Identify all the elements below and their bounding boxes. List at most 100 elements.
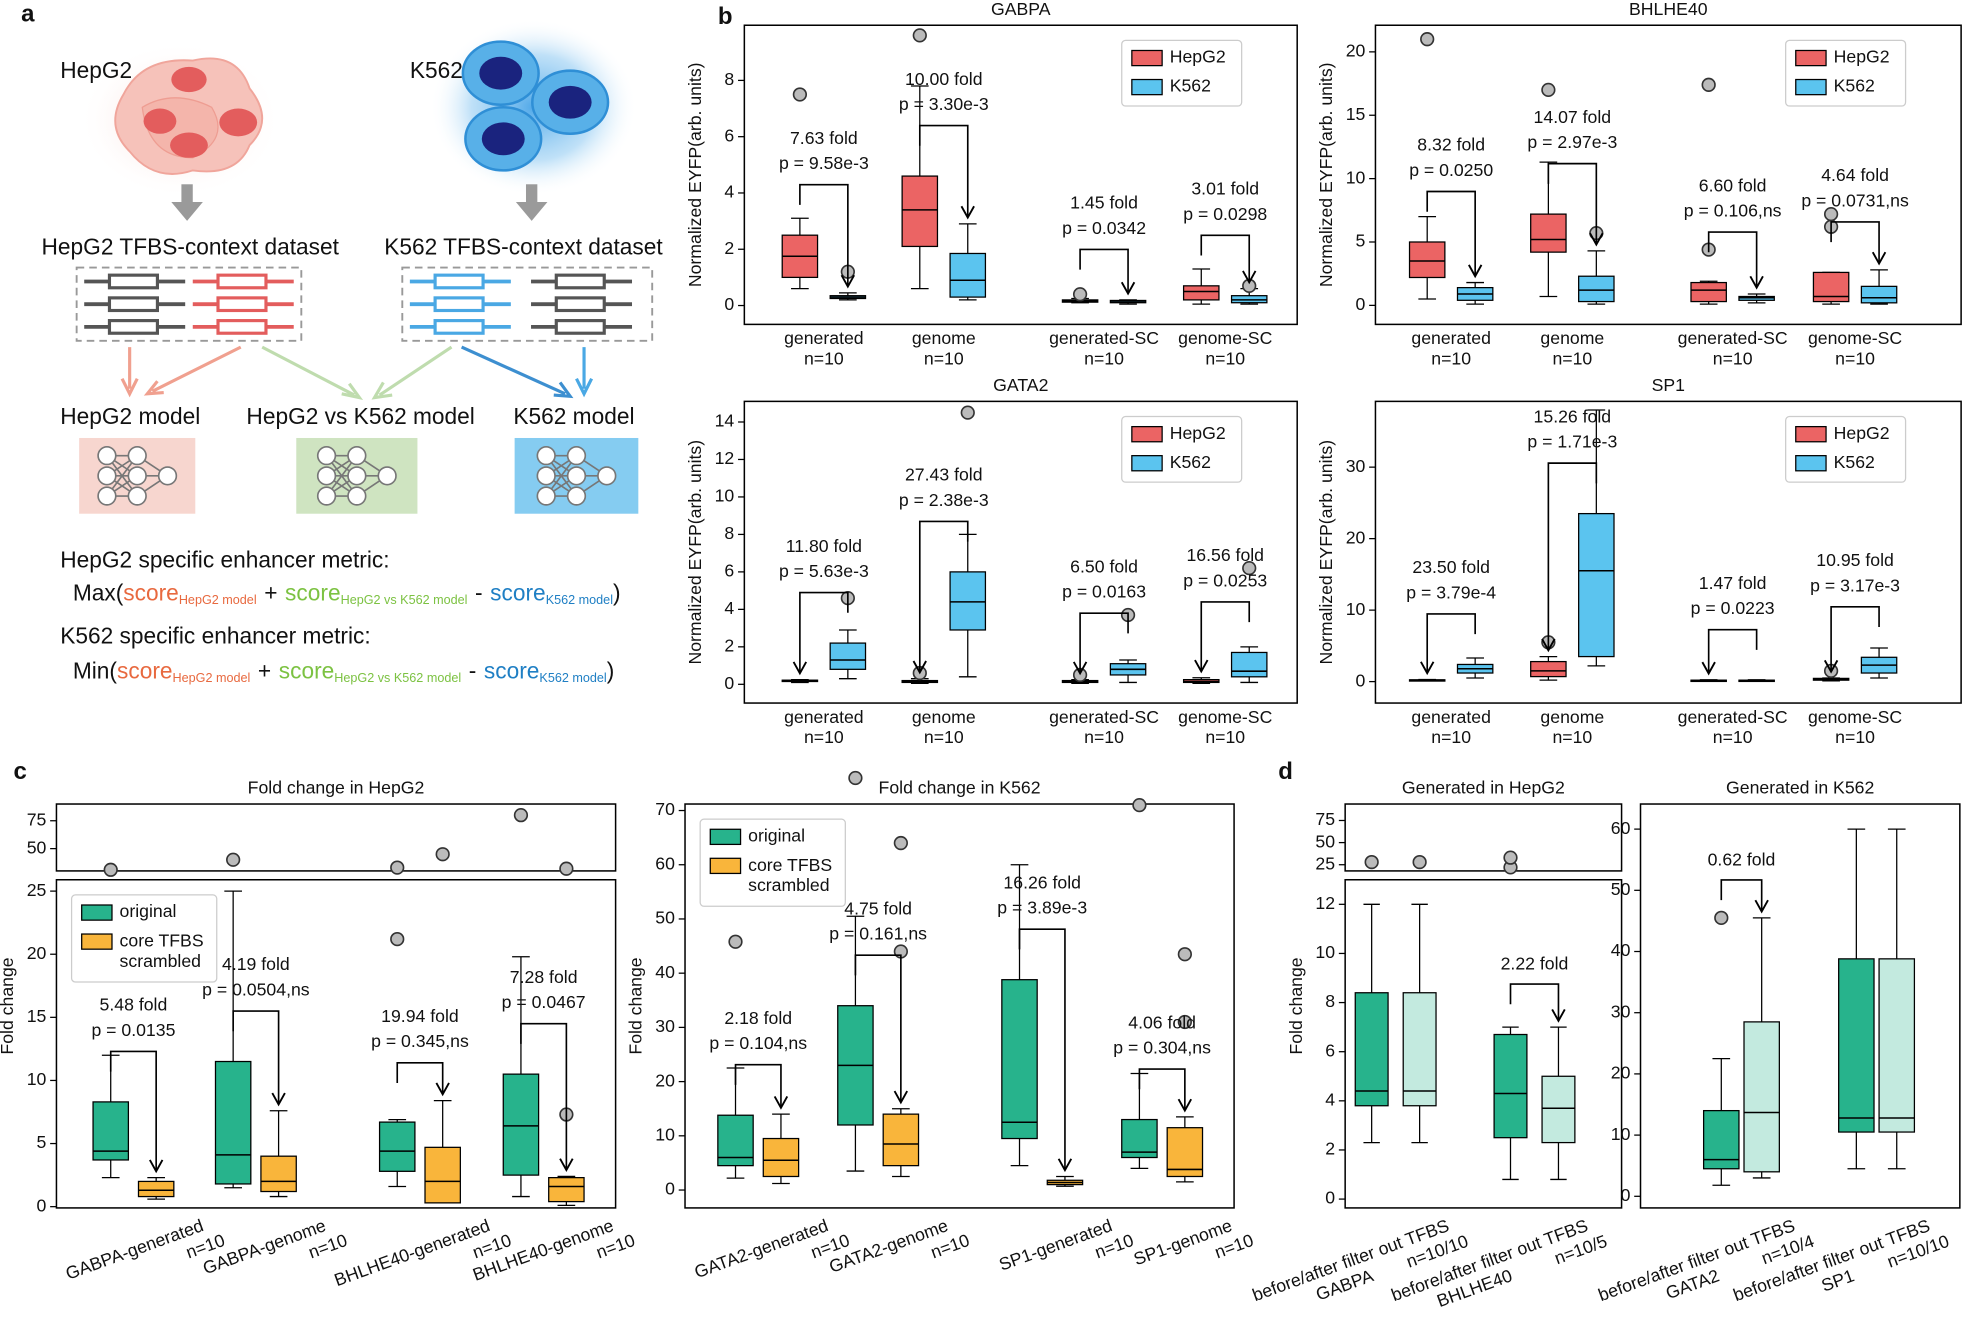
y-tick-label: 10 [1315,942,1335,962]
fold-label: 4.19 fold [222,954,290,974]
y-tick-label: 25 [27,880,47,900]
legend-label: K562 [1834,452,1875,472]
plot-frame [1344,878,1623,1209]
outlier [728,934,743,949]
box-chart: Fold change in HepG2 Fold change 0 5 10 15 20 2… [0,778,638,1305]
chart-title: Generated in K562 [1726,778,1874,798]
arrowhead [1242,270,1257,285]
y-tick-label: 15 [27,1006,47,1026]
p-value-label: p = 0.0731,ns [1801,190,1909,210]
formula-part: - [475,579,483,605]
formula-subscript: HepG2 vs K562 model [334,671,461,685]
x-tick-label: BHLHE40-genomen=10 [470,1210,638,1305]
y-tick-label: 40 [655,962,675,982]
y-tick-label: 10 [715,486,735,506]
x-tick-label: GATA2-genomen=10 [826,1210,972,1297]
significance-bracket [1830,221,1880,263]
outlier [1420,32,1435,47]
chart-title: SP1 [1652,375,1685,395]
x-tick-count: n=10 [1835,727,1875,747]
legend-swatch [1795,49,1827,67]
chart-title: BHLHE40 [1629,0,1708,19]
legend-label: HepG2 [1170,423,1226,443]
p-value-label: p = 1.71e-3 [1527,432,1617,452]
y-tick-label: 6 [724,125,734,145]
significance-bracket [1707,231,1758,287]
box [1402,992,1437,1107]
metric-formula: Min(scoreHepG2 model + scoreHepG2 vs K562 … [73,658,614,686]
y-tick-label: 10 [1346,599,1366,619]
formula-part: score [123,579,179,605]
legend-swatch [709,857,742,875]
legend-label: K562 [1834,76,1875,96]
y-tick-label: 4 [1325,1090,1335,1110]
box [1530,213,1567,253]
y-tick-label: 0 [1621,1185,1631,1205]
fold-label: 16.56 fold [1186,545,1264,565]
fold-label: 14.07 fold [1534,107,1612,127]
box [1166,1127,1204,1178]
legend-swatch [1131,425,1163,443]
significance-bracket [1547,462,1598,650]
fold-label: 4.75 fold [844,898,912,918]
fold-label: 4.64 fold [1821,165,1889,185]
x-tick-label: genome [1540,707,1604,727]
x-tick-label: SP1-genomen=10 [1131,1210,1256,1289]
p-value-label: p = 2.38e-3 [899,490,989,510]
y-axis-label: Fold change [0,957,17,1054]
arrowhead [1589,232,1604,247]
y-tick-label: 30 [655,1016,675,1036]
metric-title: K562 specific enhancer metric: [60,622,370,648]
x-tick-count: n=10 [1205,348,1245,368]
arrowhead [1701,661,1716,676]
box [424,1146,461,1204]
arrowhead [1871,251,1887,266]
plot-frame [1374,400,1962,704]
outlier [390,931,405,947]
formula-part: Min( [73,658,118,684]
box [762,1137,800,1178]
box [378,1121,416,1172]
y-tick-label: 8 [1325,991,1335,1011]
y-tick-label: 50 [27,837,47,857]
arrowhead [1072,661,1088,676]
text-line: core TFBS [748,855,832,875]
x-tick-label: generated-SC [1678,328,1788,348]
legend-label: original [120,901,177,921]
plot-frame-upper [1344,803,1623,872]
box [1743,1021,1780,1173]
legend-swatch [1131,78,1163,96]
y-tick-label: 5 [37,1132,47,1152]
significance-bracket [1426,190,1476,275]
y-tick-label: 0 [724,673,734,693]
formula-subscript: HepG2 model [179,593,257,607]
y-tick-label: 30 [1611,1001,1631,1021]
outlier [1242,561,1257,576]
significance-bracket [1138,1068,1186,1110]
legend-swatch [81,904,113,921]
y-tick-label: 14 [715,411,735,431]
y-tick-label: 10 [27,1069,47,1089]
formula-part: score [484,658,540,684]
k562-cells [430,18,638,196]
formula-part: ) [613,579,621,605]
fold-label: 8.32 fold [1417,135,1485,155]
box [1530,660,1567,678]
x-tick-count: n=10 [1084,348,1124,368]
box [260,1155,297,1193]
arrowhead [792,661,808,676]
outlier [103,862,118,877]
y-tick-label: 60 [655,853,675,873]
legend-swatch [1795,455,1827,472]
arrowhead [960,205,975,220]
plot-frame [55,878,617,1209]
arrowhead [149,1159,164,1174]
p-value-label: p = 9.58e-3 [779,153,869,173]
box-chart: GATA2 Normalized EYFP(arb. units) 0 2 4 6 8 10 1… [685,375,1298,747]
y-tick-label: 50 [1315,831,1335,851]
p-value-label: p = 0.106,ns [1684,201,1782,221]
y-tick-label: 20 [1346,527,1366,547]
y-tick-label: 0 [724,294,734,314]
p-value-label: p = 3.17e-3 [1810,575,1900,595]
